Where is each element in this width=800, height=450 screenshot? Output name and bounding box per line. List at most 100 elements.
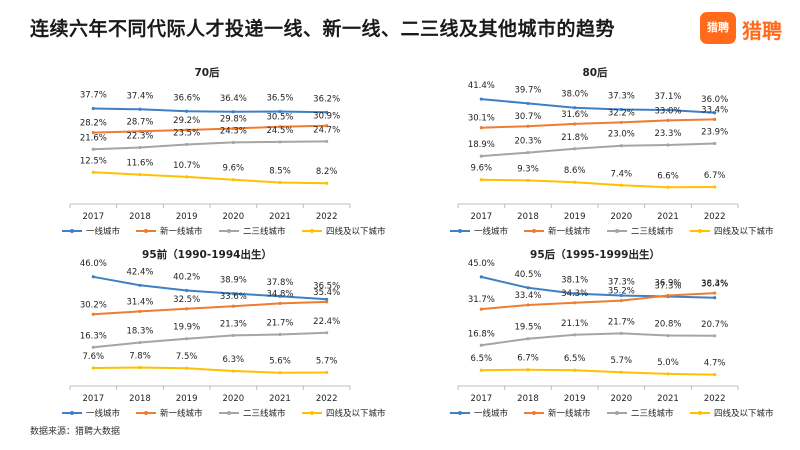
data-point [325, 124, 329, 128]
data-label: 31.7% [468, 295, 495, 305]
data-point [185, 175, 189, 179]
data-point [573, 368, 577, 372]
x-tick-label: 2019 [564, 394, 586, 404]
legend-label: 四线及以下城市 [714, 226, 774, 237]
data-point [573, 180, 577, 184]
series-line [93, 275, 327, 301]
x-tick-label: 2020 [223, 212, 245, 222]
legend-label: 新一线城市 [548, 408, 591, 419]
data-label: 28.7% [126, 117, 153, 127]
data-point [185, 128, 189, 132]
series-line [481, 118, 715, 129]
data-point [573, 301, 577, 305]
series-line [93, 107, 327, 114]
legend-label: 四线及以下城市 [714, 408, 774, 419]
data-label: 37.3% [608, 278, 635, 288]
data-point [479, 307, 483, 311]
data-point [713, 334, 717, 338]
legend-marker [227, 411, 231, 415]
data-label: 41.4% [468, 81, 495, 91]
data-point [278, 301, 282, 305]
data-label: 5.7% [316, 356, 338, 366]
data-point [231, 140, 235, 145]
data-label: 8.6% [564, 166, 586, 176]
data-point [619, 144, 623, 148]
x-tick-label: 2019 [176, 394, 198, 404]
data-point [479, 178, 483, 182]
data-point [713, 373, 717, 377]
data-label: 37.1% [654, 92, 681, 102]
page-title: 连续六年不同代际人才投递一线、新一线、二三线及其他城市的趋势 [30, 18, 616, 40]
x-tick-label: 2021 [657, 212, 679, 222]
data-label: 12.5% [80, 156, 107, 166]
data-point [526, 368, 530, 372]
data-label: 16.3% [80, 331, 107, 341]
data-label: 7.5% [176, 352, 198, 362]
legend-label: 二三线城市 [631, 408, 674, 419]
data-label: 38.9% [220, 276, 247, 286]
data-point [666, 108, 670, 112]
series-line [93, 331, 327, 349]
data-point [713, 141, 717, 146]
data-point [526, 337, 530, 341]
legend-marker [458, 229, 462, 233]
data-point [573, 333, 577, 337]
data-label: 6.6% [657, 171, 679, 181]
data-point [666, 118, 670, 122]
data-point [619, 299, 623, 303]
data-label: 33.0% [654, 106, 681, 116]
x-tick-label: 2018 [517, 212, 539, 222]
series-line [93, 140, 327, 151]
chart-svg-80s: 80后 2017 2018 2019 2020 2021 2022 41.4% 39.7% 38.… [450, 66, 774, 237]
data-label: 24.3% [220, 126, 247, 136]
data-point [666, 333, 670, 338]
x-tick-label: 2018 [517, 394, 539, 404]
data-label: 36.4% [220, 94, 247, 104]
data-point [231, 333, 235, 338]
data-point [526, 286, 530, 290]
data-label: 22.4% [313, 317, 340, 327]
data-label: 38.3% [701, 279, 728, 289]
chart-panel-95-before: 95前（1990-1994出生） 2017 2018 2019 2020 2021 2022… [22, 242, 392, 420]
data-point [278, 180, 282, 185]
legend-marker [532, 229, 536, 233]
x-tick-label: 2017 [471, 212, 493, 222]
data-label: 19.5% [514, 323, 541, 333]
x-tick-label: 2019 [176, 212, 198, 222]
data-label: 42.4% [126, 267, 153, 277]
series-line [481, 178, 715, 189]
data-label: 33.4% [514, 291, 541, 301]
data-point [185, 307, 189, 311]
data-point [713, 111, 717, 115]
legend-label: 一线城市 [474, 226, 509, 237]
data-label: 28.2% [80, 119, 107, 129]
data-point [278, 140, 282, 144]
chart-panel-95-after: 95后（1995-1999出生） 2017 2018 2019 2020 2021 2022… [410, 242, 780, 420]
data-point [138, 340, 142, 345]
data-point [619, 120, 623, 125]
series-line [93, 124, 327, 134]
data-point [91, 366, 95, 370]
data-point [185, 288, 189, 293]
data-point [325, 297, 329, 301]
x-tick-label: 2018 [129, 394, 151, 404]
x-tick-label: 2020 [223, 394, 245, 404]
data-label: 4.7% [704, 359, 726, 369]
data-label: 21.1% [561, 319, 588, 329]
data-point [573, 147, 577, 151]
data-label: 40.2% [173, 273, 200, 283]
legend-label: 新一线城市 [548, 226, 591, 237]
data-label: 8.2% [316, 167, 338, 177]
legend-label: 新一线城市 [160, 408, 203, 419]
series-line [93, 171, 327, 185]
data-point [619, 183, 623, 187]
data-label: 33.4% [701, 105, 728, 115]
data-point [666, 293, 670, 298]
data-label: 37.3% [608, 92, 635, 102]
data-label: 36.5% [266, 94, 293, 104]
data-label: 36.2% [313, 94, 340, 104]
data-point [138, 129, 142, 133]
x-tick-label: 2021 [657, 394, 679, 404]
data-label: 6.7% [704, 171, 726, 181]
data-point [231, 292, 235, 296]
